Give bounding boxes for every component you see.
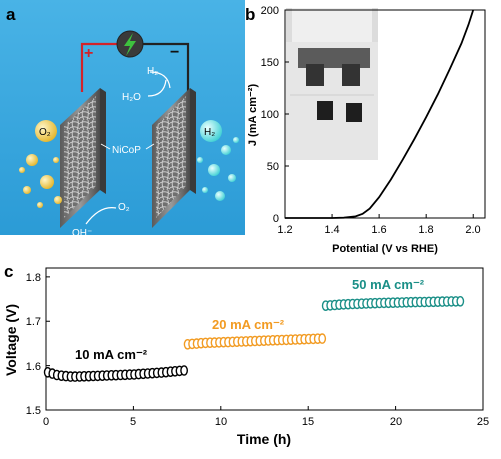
positive-wire xyxy=(80,42,118,92)
c-series1-point xyxy=(318,333,327,344)
c-series0-point xyxy=(180,365,189,376)
annotation-50ma: 50 mA cm⁻² xyxy=(352,277,425,292)
panel-a-schematic: a + − H₂ H₂O NiCoP O₂ OH⁻ xyxy=(0,0,245,239)
o2-bottom-label: O₂ xyxy=(118,202,130,213)
c-ytick-2: 1.7 xyxy=(26,316,41,328)
electrolyzer-photo xyxy=(286,8,378,160)
c-ytick-3: 1.8 xyxy=(26,272,41,284)
negative-wire xyxy=(142,42,190,92)
panel-label-a: a xyxy=(6,5,16,24)
oh-arrow xyxy=(85,206,117,225)
chart-c-frame xyxy=(45,267,484,411)
panel-b-chart: b 1.2 1.4 1.6 1.8 2.0 0 50 100 150 200 P… xyxy=(245,5,486,255)
nicop-label: NiCoP xyxy=(112,145,141,156)
c-series2-point xyxy=(456,295,465,307)
anode-electrode xyxy=(60,88,106,228)
c-xtick-4: 20 xyxy=(390,416,402,428)
c-x-axis-label: Time (h) xyxy=(237,431,291,447)
cathode-electrode xyxy=(152,88,196,228)
b-y-axis-label: J (mA cm⁻²) xyxy=(247,84,259,147)
c-y-axis-label: Voltage (V) xyxy=(3,304,19,376)
h2o-label: H₂O xyxy=(122,92,141,103)
b-ytick-2: 100 xyxy=(261,109,279,121)
b-ytick-0: 0 xyxy=(273,213,279,225)
b-xtick-1: 1.4 xyxy=(324,224,339,236)
h2-arrow xyxy=(149,71,171,89)
b-ytick-3: 150 xyxy=(261,57,279,69)
b-ytick-4: 200 xyxy=(261,5,279,17)
lightning-bolt-icon xyxy=(124,33,136,56)
b-ytick-1: 50 xyxy=(267,161,279,173)
bubble-icon xyxy=(19,137,239,208)
positive-terminal: + xyxy=(84,45,93,62)
nicop-pointer-left xyxy=(100,143,111,150)
h2-right-label: H₂ xyxy=(204,127,215,138)
b-x-axis-label: Potential (V vs RHE) xyxy=(332,243,438,255)
c-ytick-0: 1.5 xyxy=(26,405,41,417)
c-xtick-1: 5 xyxy=(130,416,136,428)
panel-c-chart: c 10 mA cm⁻² 20 mA cm⁻² 50 mA cm⁻² 0 5 1… xyxy=(3,262,489,447)
panel-label-c: c xyxy=(4,262,13,281)
negative-terminal: − xyxy=(170,44,179,61)
o2-left-label: O₂ xyxy=(39,127,51,138)
h2o-arrow xyxy=(147,79,167,97)
c-xtick-2: 10 xyxy=(215,416,227,428)
nicop-pointer-right xyxy=(145,143,155,150)
oh-label: OH⁻ xyxy=(72,228,92,239)
power-supply-icon xyxy=(116,30,144,58)
annotation-10ma: 10 mA cm⁻² xyxy=(75,347,148,362)
b-xtick-2: 1.6 xyxy=(371,224,386,236)
b-xtick-0: 1.2 xyxy=(277,224,292,236)
annotation-20ma: 20 mA cm⁻² xyxy=(212,317,285,332)
h2-bubble-icon xyxy=(200,120,222,142)
c-xtick-0: 0 xyxy=(43,416,49,428)
b-xtick-3: 1.8 xyxy=(418,224,433,236)
chart-c-points xyxy=(43,295,465,382)
panel-label-b: b xyxy=(245,5,255,24)
chart-c-ticks xyxy=(45,276,484,411)
c-ytick-1: 1.6 xyxy=(26,361,41,373)
o2-bubble-icon xyxy=(35,120,57,142)
chart-b-series-line xyxy=(285,9,475,219)
b-xtick-4: 2.0 xyxy=(465,224,480,236)
c-xtick-3: 15 xyxy=(302,416,314,428)
c-xtick-5: 25 xyxy=(477,416,489,428)
